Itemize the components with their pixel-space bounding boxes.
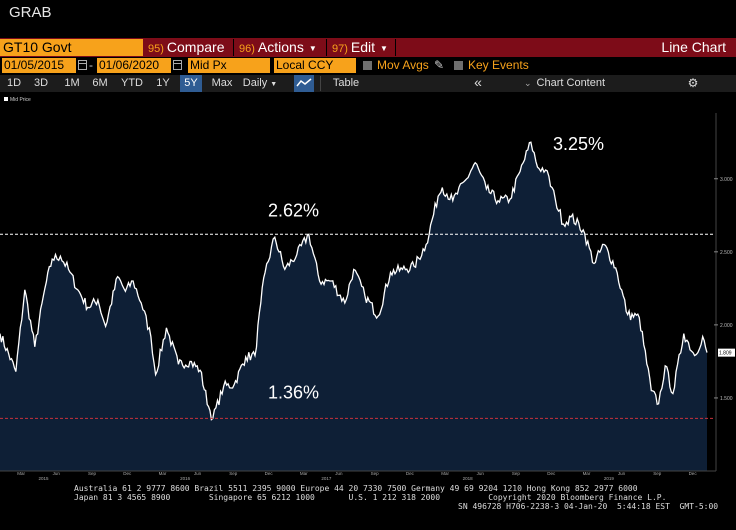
key-events-label[interactable]: Key Events xyxy=(468,58,529,72)
compare-menu-label: Compare xyxy=(166,39,225,55)
x-tick-label: Dec xyxy=(123,471,132,476)
x-tick-label: Jun xyxy=(53,471,61,476)
range-button-max[interactable]: Max xyxy=(211,77,233,89)
frequency-select[interactable]: Daily ▼ xyxy=(242,75,278,92)
x-tick-label: Sep xyxy=(229,471,238,476)
x-year-label: 2017 xyxy=(321,476,332,480)
view-title: Line Chart xyxy=(661,39,726,55)
security-ticker-input[interactable]: GT10 Govt xyxy=(0,39,143,56)
table-button[interactable]: Table xyxy=(332,77,360,89)
x-year-label: 2019 xyxy=(604,476,615,480)
x-tick-label: Sep xyxy=(371,471,380,476)
price-chart[interactable]: 1.500 2.000 2.500 3.000 1.809 Mid Price Mar Jun… xyxy=(0,93,736,480)
y-tick-label: 2.000 xyxy=(720,323,733,329)
x-tick-label: Sep xyxy=(512,471,521,476)
x-tick-label: Sep xyxy=(88,471,97,476)
collapse-panel-icon[interactable]: « xyxy=(474,74,482,90)
x-tick-label: Mar xyxy=(583,471,591,476)
x-year-label: 2018 xyxy=(463,476,474,480)
y-tick-label: 2.500 xyxy=(720,250,733,256)
key-events-checkbox[interactable] xyxy=(454,61,463,70)
edit-menu-number: 97) xyxy=(332,43,348,55)
window-title: GRAB xyxy=(9,4,52,21)
calendar-icon[interactable] xyxy=(78,60,87,70)
pencil-icon[interactable]: ✎ xyxy=(434,58,445,72)
chevron-down-icon: ⌄ xyxy=(524,78,532,88)
range-button-3d[interactable]: 3D xyxy=(33,77,49,89)
footer-session-line: SN 496728 H706-2238-3 04-Jan-20 5:44:18 … xyxy=(458,502,719,511)
frequency-caret-icon: ▼ xyxy=(270,81,278,88)
x-tick-label: Dec xyxy=(406,471,415,476)
menu-separator xyxy=(233,39,234,56)
x-tick-label: Mar xyxy=(17,471,25,476)
menu-separator xyxy=(395,39,396,56)
gear-icon[interactable]: ⚙ xyxy=(687,76,699,90)
actions-caret-icon: ▼ xyxy=(308,43,317,53)
annotation-label: 2.62% xyxy=(268,200,319,220)
legend-label: Mid Price xyxy=(10,97,31,103)
currency-select[interactable]: Local CCY xyxy=(274,58,356,73)
compare-menu-number: 95) xyxy=(148,43,164,55)
x-tick-label: Mar xyxy=(159,471,167,476)
range-button-6m[interactable]: 6M xyxy=(92,77,108,89)
x-tick-label: Jun xyxy=(618,471,626,476)
x-tick-label: Sep xyxy=(653,471,662,476)
range-button-1d[interactable]: 1D xyxy=(6,77,22,89)
window-titlebar: GRAB xyxy=(0,0,736,38)
chart-content-button[interactable]: ⌄ Chart Content xyxy=(524,75,624,92)
actions-menu-label: Actions xyxy=(257,39,304,55)
price-area xyxy=(0,142,707,471)
x-tick-label: Dec xyxy=(689,471,698,476)
x-tick-label: Jun xyxy=(477,471,485,476)
actions-menu[interactable]: 96) Actions ▼ xyxy=(239,39,317,56)
x-year-label: 2015 xyxy=(38,476,49,480)
range-button-1m[interactable]: 1M xyxy=(64,77,80,89)
actions-menu-number: 96) xyxy=(239,43,255,55)
annotation-label: 1.36% xyxy=(268,382,319,402)
frequency-label: Daily xyxy=(242,77,268,89)
mov-avgs-checkbox[interactable] xyxy=(363,61,372,70)
range-button-ytd[interactable]: YTD xyxy=(121,77,143,89)
chart-content-label: Chart Content xyxy=(536,77,606,89)
function-menubar xyxy=(0,38,736,57)
x-year-label: 2016 xyxy=(180,476,191,480)
range-button-5y[interactable]: 5Y xyxy=(180,75,202,92)
compare-menu[interactable]: 95) Compare xyxy=(148,39,225,56)
price-field-select[interactable]: Mid Px xyxy=(188,58,270,73)
x-tick-label: Dec xyxy=(265,471,274,476)
footer-copyright-line: Japan 81 3 4565 8900 Singapore 65 6212 1… xyxy=(74,493,667,502)
x-tick-label: Dec xyxy=(547,471,556,476)
chart-panel: 1.500 2.000 2.500 3.000 1.809 Mid Price Mar Jun… xyxy=(0,93,736,480)
footer-contacts-line: Australia 61 2 9777 8600 Brazil 5511 239… xyxy=(74,484,638,493)
legend-swatch xyxy=(4,97,8,101)
y-tick-label: 1.500 xyxy=(720,396,733,402)
x-tick-label: Mar xyxy=(441,471,449,476)
edit-menu-label: Edit xyxy=(350,39,376,55)
last-value-box xyxy=(718,348,735,357)
menu-separator xyxy=(326,39,327,56)
start-date-field[interactable]: 01/05/2015 xyxy=(2,58,76,73)
line-chart-type-button[interactable] xyxy=(294,75,314,92)
edit-menu[interactable]: 97) Edit ▼ xyxy=(332,39,388,56)
edit-caret-icon: ▼ xyxy=(380,43,388,53)
price-line xyxy=(0,141,708,421)
end-date-field[interactable]: 01/06/2020 xyxy=(97,58,171,73)
mov-avgs-label[interactable]: Mov Avgs xyxy=(377,58,429,72)
x-tick-label: Mar xyxy=(300,471,308,476)
date-range-dash: - xyxy=(89,58,93,72)
annotation-label: 3.25% xyxy=(553,134,604,154)
calendar-icon[interactable] xyxy=(173,60,182,70)
toolbar-divider xyxy=(320,76,321,91)
x-tick-label: Jun xyxy=(335,471,343,476)
range-button-1y[interactable]: 1Y xyxy=(156,77,170,89)
last-value-label: 1.809 xyxy=(719,351,732,357)
y-tick-label: 3.000 xyxy=(720,177,733,183)
line-chart-icon xyxy=(296,78,312,87)
x-tick-label: Jun xyxy=(194,471,202,476)
